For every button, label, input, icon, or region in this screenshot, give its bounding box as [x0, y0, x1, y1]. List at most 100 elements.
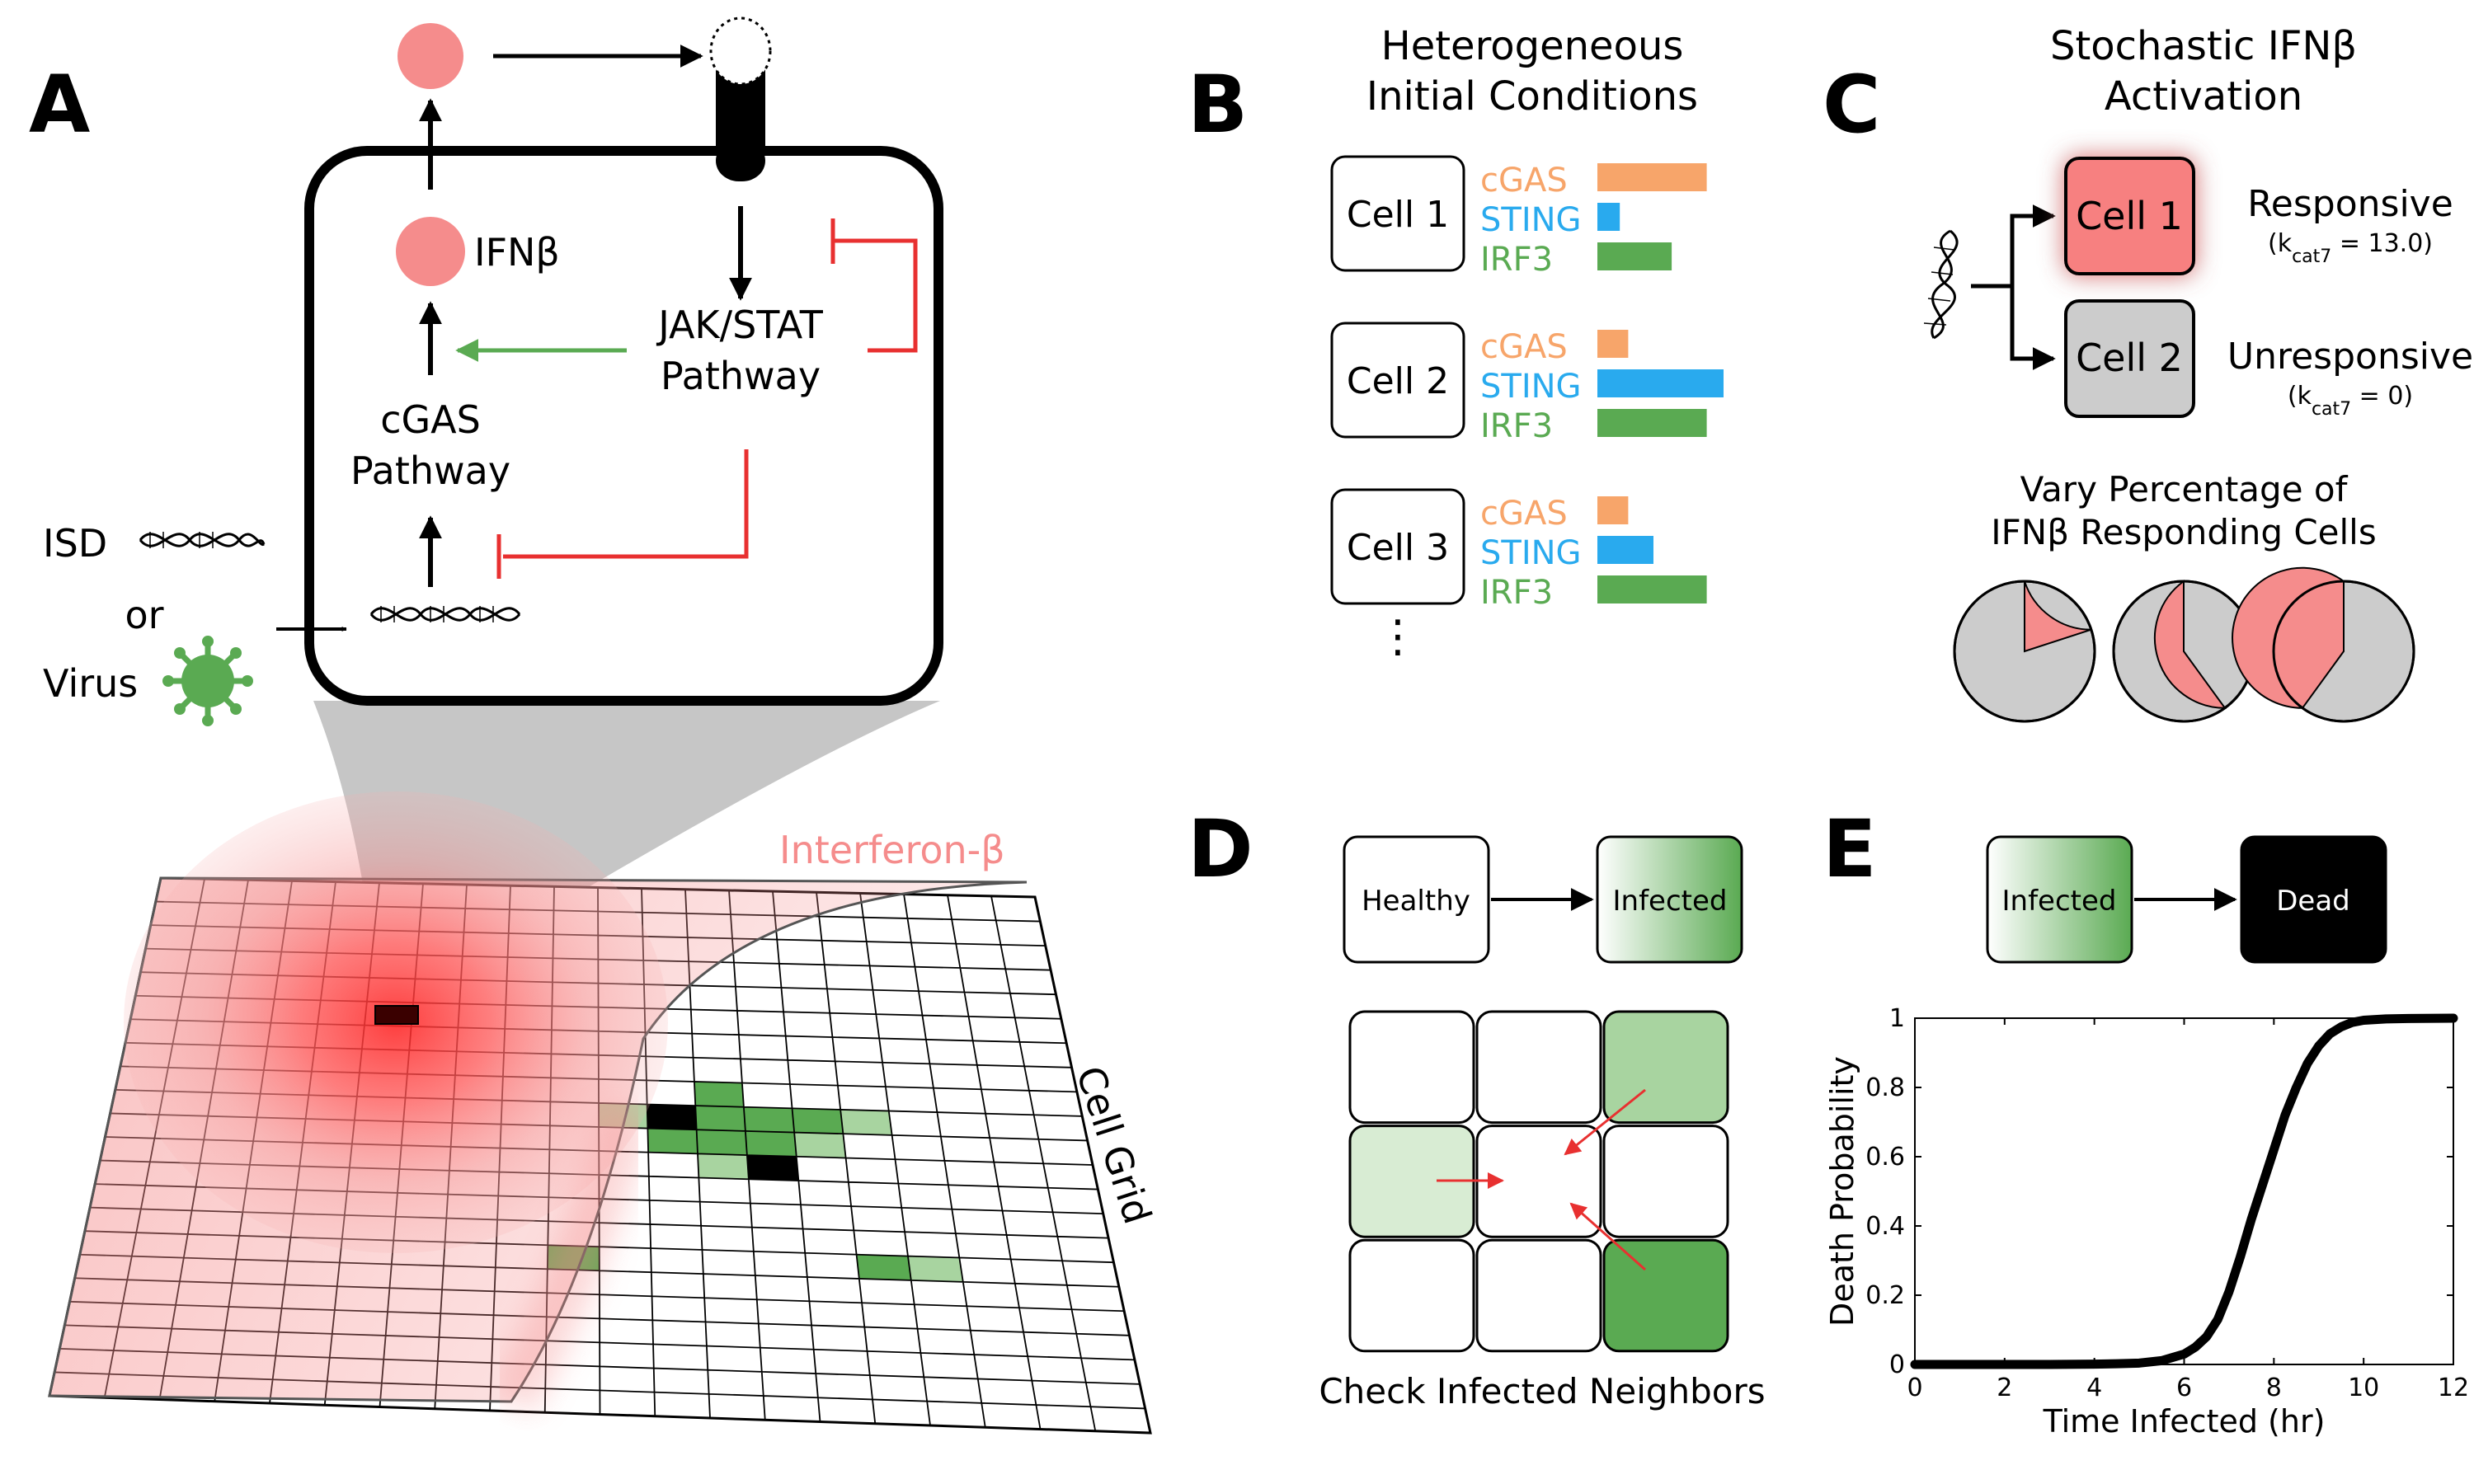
- protein-label-irf3: IRF3: [1480, 241, 1553, 279]
- ifn-receptor: [709, 16, 772, 181]
- infected-cell: [745, 1130, 797, 1157]
- protein-label-irf3: IRF3: [1480, 574, 1553, 612]
- protein-bar-sting: [1597, 536, 1653, 564]
- infected-cell: [695, 1106, 745, 1131]
- dna-icon: [1923, 229, 1959, 340]
- cell-label: Cell 2: [1347, 360, 1449, 402]
- x-tick-label: 8: [2266, 1374, 2282, 1402]
- interferon-sheet: Interferon-β Cell Grid: [48, 791, 1160, 1414]
- pie-1: [1953, 580, 2096, 723]
- protein-bar-cgas: [1597, 163, 1707, 191]
- cgas-inhibition: [503, 449, 749, 559]
- neighbor-cell: [1348, 1238, 1475, 1353]
- neighbor-check-arrow: [1569, 1202, 1646, 1271]
- x-tick-label: 12: [2438, 1374, 2469, 1402]
- x-tick-label: 6: [2176, 1374, 2192, 1402]
- unresponsive-cell-label: Cell 2: [2076, 336, 2183, 380]
- panel-letter-a: A: [29, 59, 90, 151]
- responsive-label: Responsive: [2247, 183, 2453, 225]
- protein-label-cgas: cGAS: [1480, 495, 1568, 533]
- infected-state: [1596, 835, 1743, 964]
- y-tick-label: 1: [1889, 1004, 1905, 1033]
- infected-cell: [840, 1109, 892, 1135]
- unresponsive-param: (kcat7 = 0): [2288, 382, 2413, 420]
- cell-box: [1330, 488, 1465, 605]
- y-tick-label: 0: [1889, 1350, 1905, 1379]
- protein-label-sting: STING: [1480, 368, 1582, 406]
- neighbor-grid: [1348, 1010, 1729, 1353]
- ifnb-label: IFNβ: [474, 230, 560, 275]
- protein-bar-cgas: [1597, 330, 1629, 358]
- receptor-base: [716, 140, 765, 181]
- cell-membrane: [304, 146, 943, 706]
- panel-letter-d: D: [1188, 803, 1253, 895]
- jakstat-self-inhibition: [833, 238, 918, 353]
- cell-label: Cell 1: [1347, 194, 1449, 236]
- protein-bar-irf3: [1597, 242, 1672, 270]
- cell-label: Cell 3: [1347, 527, 1449, 569]
- infected-label-e: Infected: [2002, 885, 2117, 918]
- pie-responding-slice: [2024, 580, 2092, 653]
- pie-outline: [1953, 580, 2096, 723]
- infected-cell: [792, 1108, 844, 1134]
- unresponsive-cell: [2064, 299, 2195, 418]
- panel-e: E Infected Dead 0 2 4 6 8 10 12 0 0.2 0.4 0.6 0.8 1 T…: [1823, 803, 2469, 1439]
- x-tick-label: 0: [1907, 1374, 1922, 1402]
- infected-cell: [696, 1129, 747, 1156]
- responsive-param: (kcat7 = 13.0): [2268, 229, 2433, 267]
- infected-cell: [794, 1132, 846, 1158]
- vary-label-line1: Vary Percentage of: [2020, 469, 2349, 510]
- protein-bar-sting: [1597, 203, 1620, 231]
- neighbor-cell: [1602, 1125, 1729, 1238]
- cgas-label-line2: Pathway: [350, 448, 510, 493]
- x-tick-label: 10: [2348, 1374, 2379, 1402]
- x-tick-label: 4: [2086, 1374, 2102, 1402]
- panel-c-title-line1: Stochastic IFNβ: [2050, 23, 2357, 69]
- neighbors-caption: Check Infected Neighbors: [1319, 1371, 1765, 1411]
- neighbor-cell: [1475, 1010, 1602, 1125]
- jakstat-label-line2: Pathway: [661, 354, 821, 398]
- infected-cell: [743, 1106, 795, 1133]
- panel-c: C Stochastic IFNβ Activation Cell 1 Cell…: [1823, 23, 2473, 723]
- panel-a: A Interferon-β Cell Grid: [29, 16, 1160, 1435]
- death-probability-curve: [1910, 1013, 2458, 1369]
- death-probability-chart: 0 2 4 6 8 10 12 0 0.2 0.4 0.6 0.8 1 Time Infected (hr…: [1824, 1004, 2469, 1439]
- neighbor-cell: [1602, 1010, 1729, 1125]
- response-fraction-pies: [1953, 566, 2415, 723]
- panel-letter-c: C: [1823, 59, 1880, 151]
- panel-c-title-line2: Activation: [2105, 73, 2302, 120]
- protein-bar-irf3: [1597, 409, 1707, 437]
- interferon-label: Interferon-β: [779, 828, 1005, 872]
- or-label: or: [125, 593, 163, 637]
- protein-bar-cgas: [1597, 496, 1629, 524]
- neighbor-check-arrow: [1564, 1088, 1646, 1156]
- more-cells-ellipsis: ⋮: [1376, 610, 1420, 662]
- pie-responding-slice: [2154, 580, 2227, 709]
- neighbor-cell: [1475, 1238, 1602, 1353]
- protein-label-cgas: cGAS: [1480, 328, 1568, 366]
- protein-bar-sting: [1597, 369, 1724, 397]
- y-tick-label: 0.2: [1865, 1281, 1905, 1310]
- branch-arrow-unresponsive: [2010, 286, 2056, 370]
- protein-label-sting: STING: [1480, 201, 1582, 239]
- ifnb-node: [396, 217, 465, 286]
- virus-label: Virus: [43, 661, 138, 706]
- unresponsive-label: Unresponsive: [2227, 336, 2473, 378]
- protein-label-sting: STING: [1480, 534, 1582, 572]
- panel-letter-e: E: [1823, 803, 1877, 895]
- cytosolic-dna-icon: [369, 606, 521, 622]
- jakstat-label-line1: JAK/STAT: [656, 303, 824, 347]
- y-tick-label: 0.8: [1865, 1073, 1905, 1102]
- infected-cell: [907, 1256, 963, 1282]
- responsive-cell: [2064, 157, 2195, 275]
- secreted-ifnb: [397, 23, 463, 89]
- panel-b-title-line1: Heterogeneous: [1381, 23, 1684, 69]
- dead-state: [2240, 835, 2387, 964]
- panel-letter-b: B: [1188, 59, 1248, 151]
- infected-label: Infected: [1613, 885, 1728, 918]
- isd-dna-icon: [139, 532, 266, 548]
- plot-frame: [1914, 1017, 2454, 1365]
